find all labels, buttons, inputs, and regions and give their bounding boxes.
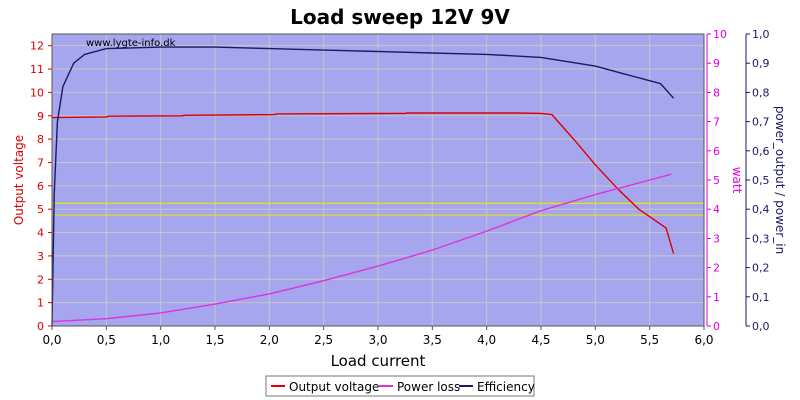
x-tick-label: 0,5 [97,333,116,347]
legend: Output voltage Power loss Efficiency [265,375,535,397]
y-right2-tick-label: 0,9 [752,57,770,70]
y-left-tick-label: 12 [30,40,44,53]
y-left-tick-label: 9 [37,110,44,123]
y-right2-tick-label: 1,0 [752,28,770,41]
x-tick-label: 4,5 [531,333,550,347]
y-left-tick-label: 11 [30,63,44,76]
x-tick-label: 0,0 [42,333,61,347]
y-right1-tick-label: 7 [713,116,720,129]
watermark: www.lygte-info.dk [86,38,176,49]
y-right2-tick-label: 0,2 [752,262,770,275]
legend-box [265,375,535,397]
y-left-tick-label: 4 [37,227,44,240]
y-axis-right2-label: power_output / power_in [773,106,787,254]
y-left-tick-label: 6 [37,180,44,193]
x-axis-label: Load current [331,352,426,370]
y-right1-tick-label: 1 [713,291,720,304]
y-left-tick-label: 10 [30,86,44,99]
y-right2-tick-label: 0,3 [752,232,770,245]
y-left-tick-label: 2 [37,273,44,286]
y-right2-tick-label: 0,6 [752,145,770,158]
reference-lines [52,202,704,216]
y-right2-tick-label: 0,4 [752,203,770,216]
chart-title: Load sweep 12V 9V [290,5,510,29]
y-axis-right-efficiency: 0,0 0,1 0,2 0,3 0,4 0,5 0,6 0,7 0,8 0,9 1,0 [746,28,770,333]
y-right1-tick-label: 3 [713,232,720,245]
y-left-tick-label: 3 [37,250,44,263]
y-right1-tick-label: 2 [713,262,720,275]
legend-label-power-loss: Power loss [397,380,460,394]
y-left-tick-label: 1 [37,297,44,310]
x-tick-label: 3,5 [423,333,442,347]
x-tick-label: 4,0 [477,333,496,347]
x-tick-label: 5,0 [586,333,605,347]
y-right2-tick-label: 0,8 [752,86,770,99]
y-right2-tick-label: 0,5 [752,174,770,187]
y-right1-tick-label: 9 [713,57,720,70]
x-tick-label: 1,5 [205,333,224,347]
y-axis-right-watt: 0 1 2 3 4 5 6 7 8 9 10 [707,28,727,333]
y-right1-tick-label: 6 [713,145,720,158]
legend-label-output-voltage: Output voltage [289,380,379,394]
y-right1-tick-label: 10 [713,28,727,41]
y-right2-tick-label: 0,7 [752,116,770,129]
y-right1-tick-label: 0 [713,320,720,333]
y-right2-tick-label: 0,0 [752,320,770,333]
y-left-tick-label: 7 [37,156,44,169]
x-tick-label: 5,5 [640,333,659,347]
x-tick-label: 1,0 [151,333,170,347]
y-right1-tick-label: 4 [713,203,720,216]
y-left-tick-label: 8 [37,133,44,146]
y-axis-right1-label: watt [730,167,744,194]
y-right2-tick-label: 0,1 [752,291,770,304]
series-group [51,46,675,327]
x-axis: 0,0 0,5 1,0 1,5 2,0 2,5 3,0 3,5 4,0 4,5 5,0 5,5 6,0 [42,326,714,347]
series-output-voltage [51,112,675,254]
y-right1-tick-label: 8 [713,86,720,99]
x-tick-label: 6,0 [694,333,713,347]
y-left-tick-label: 0 [37,320,44,333]
y-right1-tick-label: 5 [713,174,720,187]
x-tick-label: 2,0 [260,333,279,347]
series-efficiency [51,46,675,327]
x-tick-label: 2,5 [314,333,333,347]
series-power-loss [51,173,672,323]
x-tick-label: 3,0 [368,333,387,347]
y-left-tick-label: 5 [37,203,44,216]
legend-label-efficiency: Efficiency [477,380,535,394]
y-axis-left-label: Output voltage [12,135,26,225]
